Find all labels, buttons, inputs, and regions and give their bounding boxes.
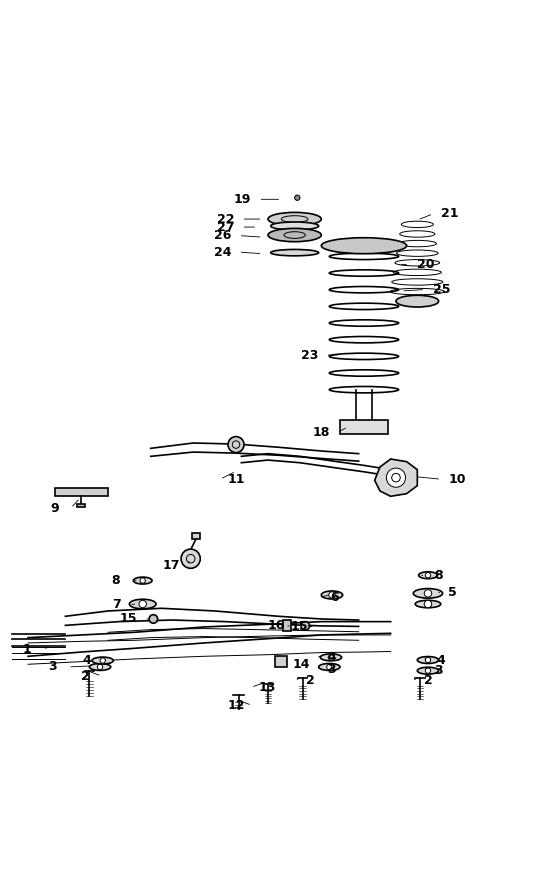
Circle shape — [328, 655, 333, 660]
Polygon shape — [375, 459, 418, 496]
Text: 3: 3 — [48, 660, 56, 673]
Ellipse shape — [133, 577, 152, 584]
Circle shape — [425, 668, 430, 673]
Text: 4: 4 — [327, 651, 337, 664]
Text: 27: 27 — [217, 221, 234, 234]
Circle shape — [140, 578, 145, 583]
Ellipse shape — [268, 213, 321, 226]
Circle shape — [228, 437, 244, 453]
Ellipse shape — [92, 657, 114, 664]
Text: 4: 4 — [437, 654, 445, 666]
Polygon shape — [55, 488, 108, 496]
Text: 4: 4 — [83, 654, 91, 666]
FancyBboxPatch shape — [340, 420, 388, 433]
Circle shape — [149, 615, 158, 623]
Text: 26: 26 — [214, 229, 232, 242]
Ellipse shape — [268, 229, 321, 242]
Ellipse shape — [418, 667, 438, 674]
Ellipse shape — [320, 654, 341, 661]
Ellipse shape — [271, 222, 319, 230]
Circle shape — [424, 601, 431, 608]
Circle shape — [301, 622, 310, 630]
Circle shape — [326, 664, 332, 670]
Circle shape — [295, 195, 300, 200]
Circle shape — [424, 590, 431, 597]
Ellipse shape — [319, 664, 340, 671]
Ellipse shape — [396, 295, 438, 307]
Text: 8: 8 — [111, 574, 121, 587]
Ellipse shape — [90, 664, 111, 671]
Text: 18: 18 — [312, 426, 330, 439]
Text: 3: 3 — [434, 664, 443, 677]
Text: 14: 14 — [292, 657, 310, 671]
FancyBboxPatch shape — [77, 504, 85, 507]
Text: 20: 20 — [416, 258, 434, 271]
FancyBboxPatch shape — [192, 532, 200, 539]
Text: 13: 13 — [258, 680, 276, 694]
Text: 5: 5 — [448, 586, 456, 599]
Circle shape — [100, 658, 106, 664]
Circle shape — [425, 572, 430, 578]
Circle shape — [386, 468, 406, 487]
Text: 3: 3 — [327, 663, 336, 676]
Circle shape — [329, 592, 335, 598]
Text: 2: 2 — [81, 670, 90, 682]
Text: 7: 7 — [111, 598, 121, 611]
Ellipse shape — [413, 588, 443, 598]
Ellipse shape — [129, 599, 156, 609]
Circle shape — [425, 657, 430, 663]
Circle shape — [139, 601, 146, 608]
Text: 19: 19 — [234, 193, 251, 206]
Circle shape — [181, 549, 200, 568]
Text: 11: 11 — [227, 473, 245, 486]
Text: 16: 16 — [267, 619, 285, 633]
Text: 24: 24 — [214, 245, 232, 259]
Text: 2: 2 — [423, 674, 433, 688]
Text: 12: 12 — [227, 699, 245, 711]
Ellipse shape — [271, 250, 319, 256]
Text: 17: 17 — [162, 559, 180, 572]
Circle shape — [98, 664, 103, 670]
FancyBboxPatch shape — [276, 656, 287, 667]
Ellipse shape — [321, 237, 407, 253]
Text: 23: 23 — [301, 348, 318, 361]
Text: 15: 15 — [290, 620, 308, 633]
Text: 8: 8 — [434, 569, 443, 582]
Text: 21: 21 — [441, 207, 458, 221]
Text: 25: 25 — [433, 283, 450, 296]
Text: 1: 1 — [23, 643, 32, 656]
Text: 2: 2 — [306, 674, 315, 688]
FancyBboxPatch shape — [282, 620, 291, 631]
Ellipse shape — [321, 591, 343, 599]
Ellipse shape — [419, 571, 437, 579]
Ellipse shape — [415, 601, 441, 608]
Ellipse shape — [418, 657, 438, 664]
Text: 10: 10 — [449, 473, 466, 486]
Text: 22: 22 — [217, 213, 234, 226]
Text: 15: 15 — [120, 612, 137, 626]
Text: 9: 9 — [50, 501, 59, 515]
Text: 6: 6 — [330, 591, 339, 604]
